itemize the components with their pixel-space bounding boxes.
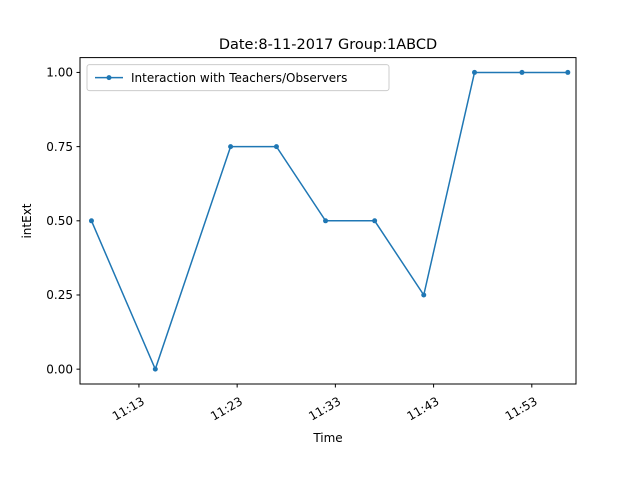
y-axis: 0.00 0.25 0.50 0.75 1.00 (46, 66, 80, 376)
y-tick-label: 1.00 (46, 66, 73, 80)
chart-title: Date:8-11-2017 Group:1ABCD (219, 37, 437, 53)
y-axis-label: intExt (20, 203, 34, 238)
legend-marker-swatch (106, 75, 112, 81)
data-point (519, 69, 525, 75)
x-axis-label: Time (312, 431, 342, 445)
data-point (228, 144, 234, 150)
data-point (372, 218, 378, 224)
legend: Interaction with Teachers/Observers (86, 64, 390, 92)
series-line (90, 71, 568, 372)
legend-entry-label: Interaction with Teachers/Observers (131, 71, 347, 85)
y-tick-label: 0.25 (46, 288, 73, 302)
data-point (273, 144, 279, 150)
data-point (421, 292, 427, 298)
axes-frame (79, 57, 577, 385)
data-point (472, 69, 478, 75)
data-point (323, 218, 329, 224)
data-point (152, 366, 158, 372)
data-point (565, 69, 571, 75)
y-tick-label: 0.00 (46, 362, 73, 376)
data-point (88, 218, 94, 224)
y-tick-label: 0.50 (46, 214, 73, 228)
series-layer (88, 69, 571, 372)
legend-frame (86, 64, 390, 92)
y-tick-label: 0.75 (46, 140, 73, 154)
